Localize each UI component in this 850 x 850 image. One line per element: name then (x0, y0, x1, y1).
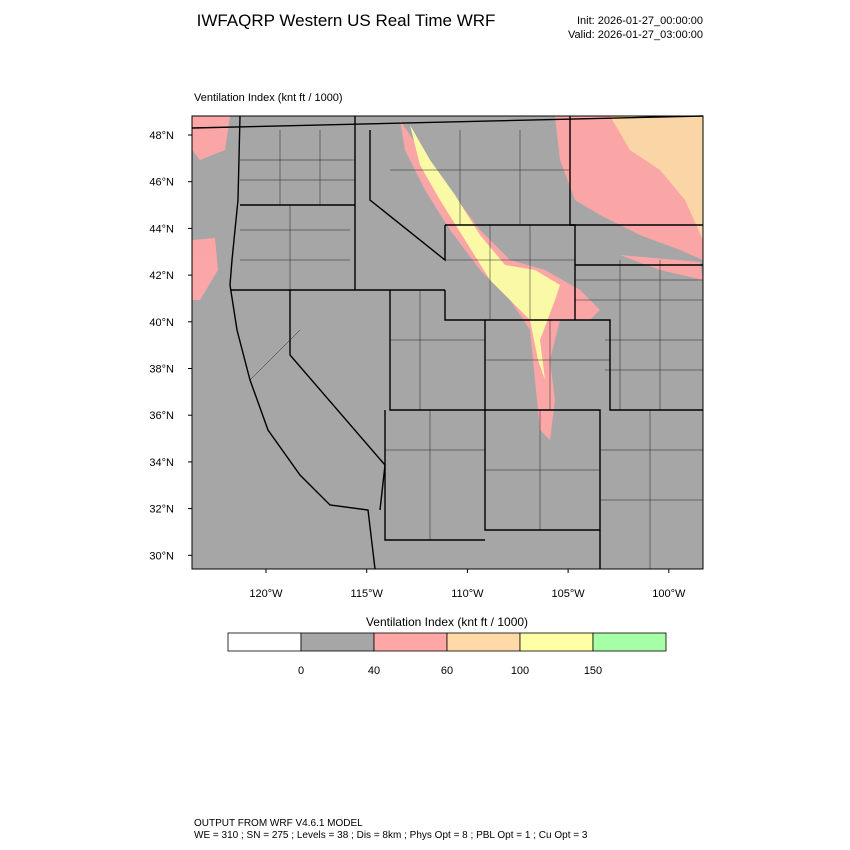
colorbar-box (373, 632, 448, 652)
shade-pink (192, 238, 218, 300)
shade-pink (620, 255, 703, 280)
latitude-label: 42°N (149, 270, 174, 282)
longitude-label: 100°W (652, 588, 686, 600)
longitude-labels: 120°W 115°W 110°W 105°W 100°W (249, 569, 686, 600)
latitude-label: 30°N (149, 550, 174, 562)
latitude-labels: 48°N 46°N 44°N 42°N 40°N 38°N 36°N 34°N 32°N 30°N (149, 130, 192, 562)
latitude-label: 38°N (149, 364, 174, 376)
latitude-label: 44°N (149, 223, 174, 235)
latitude-label: 48°N (149, 130, 174, 142)
longitude-label: 110°W (451, 588, 484, 600)
init-time: Init: 2026-01-27_00:00:00 (577, 15, 703, 27)
latitude-label: 36°N (149, 410, 174, 422)
colorbar-label: 150 (584, 665, 602, 677)
colorbar-box (519, 632, 594, 652)
shade-peach (610, 116, 703, 240)
colorbar: 0 40 60 100 150 (227, 632, 667, 677)
longitude-label: 115°W (351, 588, 384, 600)
latitude-label: 32°N (149, 504, 174, 516)
latitude-label: 46°N (149, 177, 174, 189)
colorbar-box (300, 632, 375, 652)
shade-yellow (410, 125, 560, 380)
footer-line: OUTPUT FROM WRF V4.6.1 MODEL (194, 818, 363, 829)
colorbar-label: 40 (368, 665, 380, 677)
colorbar-label: 60 (441, 665, 453, 677)
longitude-label: 120°W (249, 588, 283, 600)
map-subtitle: Ventilation Index (knt ft / 1000) (194, 92, 343, 104)
colorbar-box (592, 632, 667, 652)
latitude-label: 34°N (149, 457, 174, 469)
footer-line: WE = 310 ; SN = 275 ; Levels = 38 ; Dis … (194, 830, 588, 841)
state-borders (191, 115, 704, 570)
title: IWFAQRP Western US Real Time WRF (197, 11, 496, 30)
valid-time: Valid: 2026-01-27_03:00:00 (568, 29, 703, 41)
map (191, 115, 704, 570)
longitude-label: 105°W (552, 588, 586, 600)
colorbar-box (227, 632, 302, 652)
latitude-label: 40°N (149, 317, 174, 329)
colorbar-label: 100 (511, 665, 529, 677)
colorbar-title: Ventilation Index (knt ft / 1000) (366, 615, 528, 629)
county-lines (240, 130, 703, 569)
colorbar-label: 0 (298, 665, 304, 677)
colorbar-box (446, 632, 521, 652)
map-frame (191, 115, 704, 570)
